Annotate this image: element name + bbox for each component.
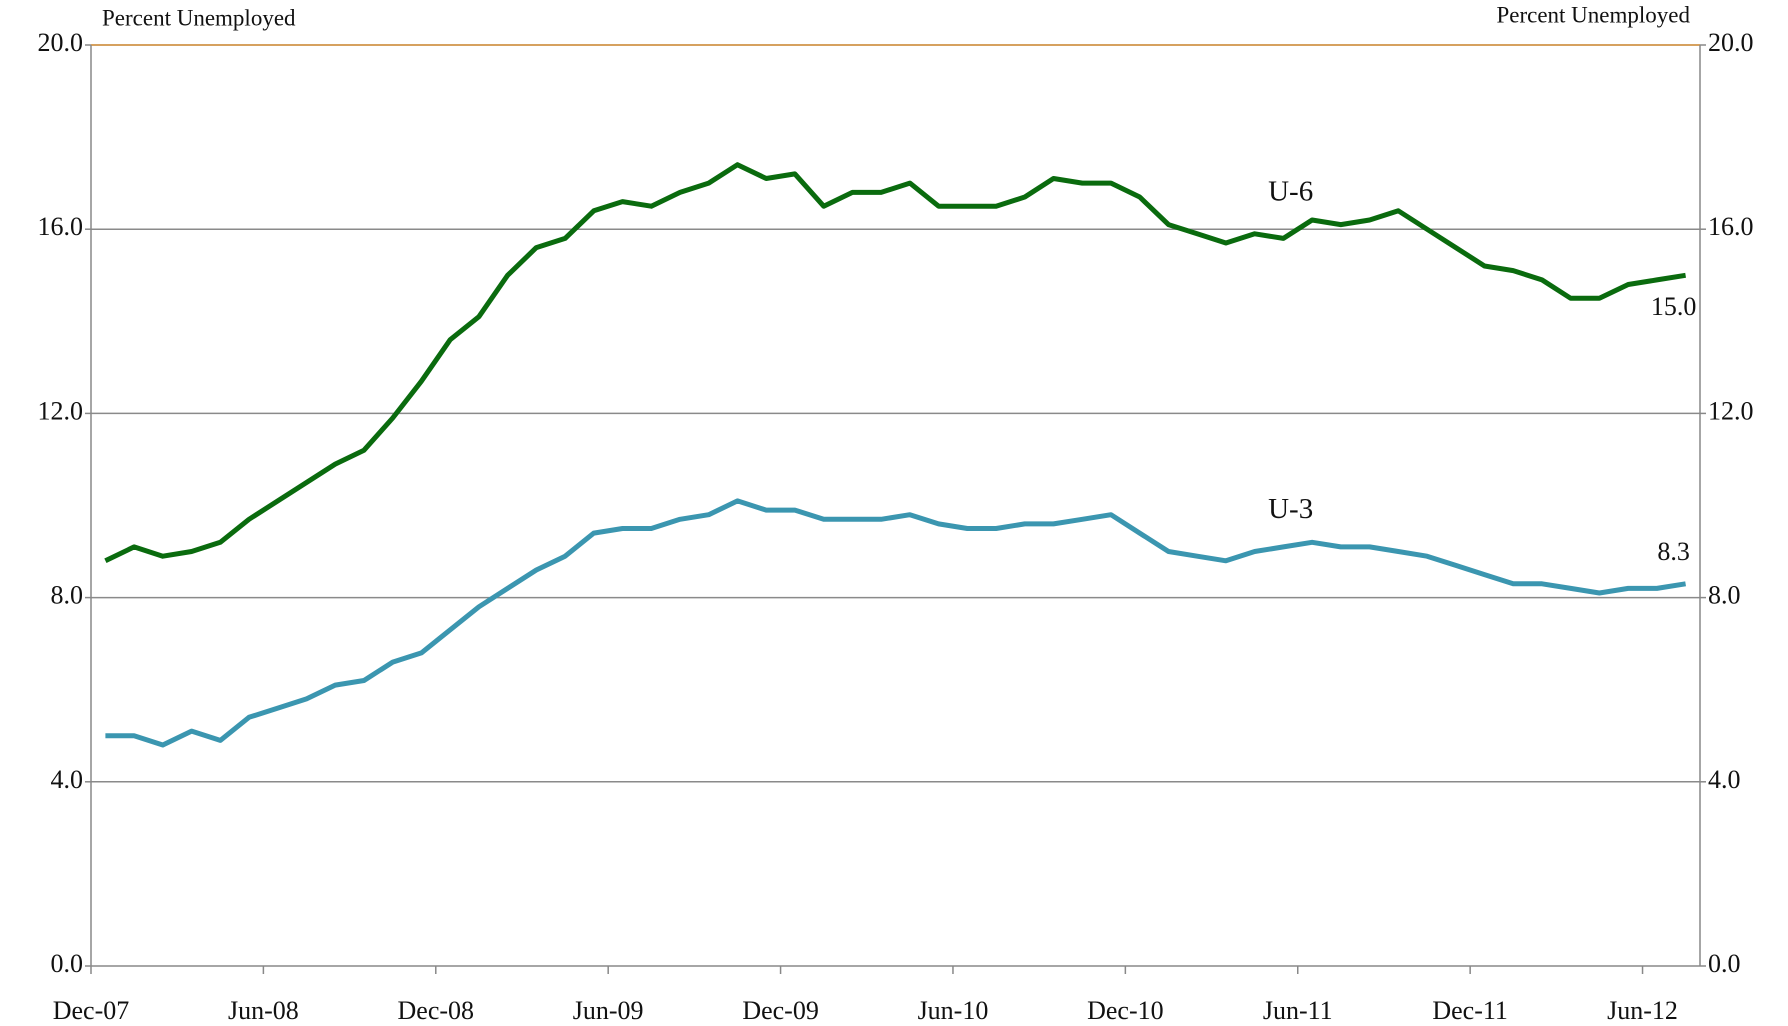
y2-axis-title: Percent Unemployed — [1496, 2, 1690, 27]
x-tick-label: Dec-08 — [398, 996, 475, 1025]
y-tick-label: 16.0 — [38, 212, 84, 241]
y-tick-label: 20.0 — [38, 28, 84, 57]
y2-tick-label: 8.0 — [1708, 581, 1741, 610]
series-line — [105, 498, 1686, 748]
y2-tick-label: 12.0 — [1708, 396, 1754, 425]
data-label: 15.0 — [1651, 292, 1697, 321]
x-tick-label: Jun-08 — [228, 996, 299, 1025]
x-tick-label: Jun-10 — [918, 996, 989, 1025]
y2-tick-label: 16.0 — [1708, 212, 1754, 241]
x-tick-label: Jun-11 — [1263, 996, 1333, 1025]
x-tick-label: Dec-07 — [53, 996, 130, 1025]
y2-tick-label: 4.0 — [1708, 765, 1741, 794]
x-tick-label: Dec-09 — [742, 996, 819, 1025]
x-tick-label: Jun-09 — [573, 996, 644, 1025]
data-label: 8.3 — [1657, 537, 1690, 566]
series-label: U-6 — [1268, 175, 1313, 207]
y-tick-label: 8.0 — [51, 581, 84, 610]
y2-tick-label: 20.0 — [1708, 28, 1754, 57]
y-axis-title: Percent Unemployed — [102, 5, 296, 30]
y-tick-label: 4.0 — [51, 765, 84, 794]
series-line — [104, 162, 1686, 564]
x-tick-label: Jun-12 — [1607, 996, 1678, 1025]
y-tick-label: 12.0 — [38, 396, 84, 425]
y-tick-label: 0.0 — [51, 949, 84, 978]
series-label: U-3 — [1268, 493, 1313, 525]
x-tick-label: Dec-10 — [1087, 996, 1164, 1025]
x-tick-label: Dec-11 — [1432, 996, 1508, 1025]
y2-tick-label: 0.0 — [1708, 949, 1741, 978]
